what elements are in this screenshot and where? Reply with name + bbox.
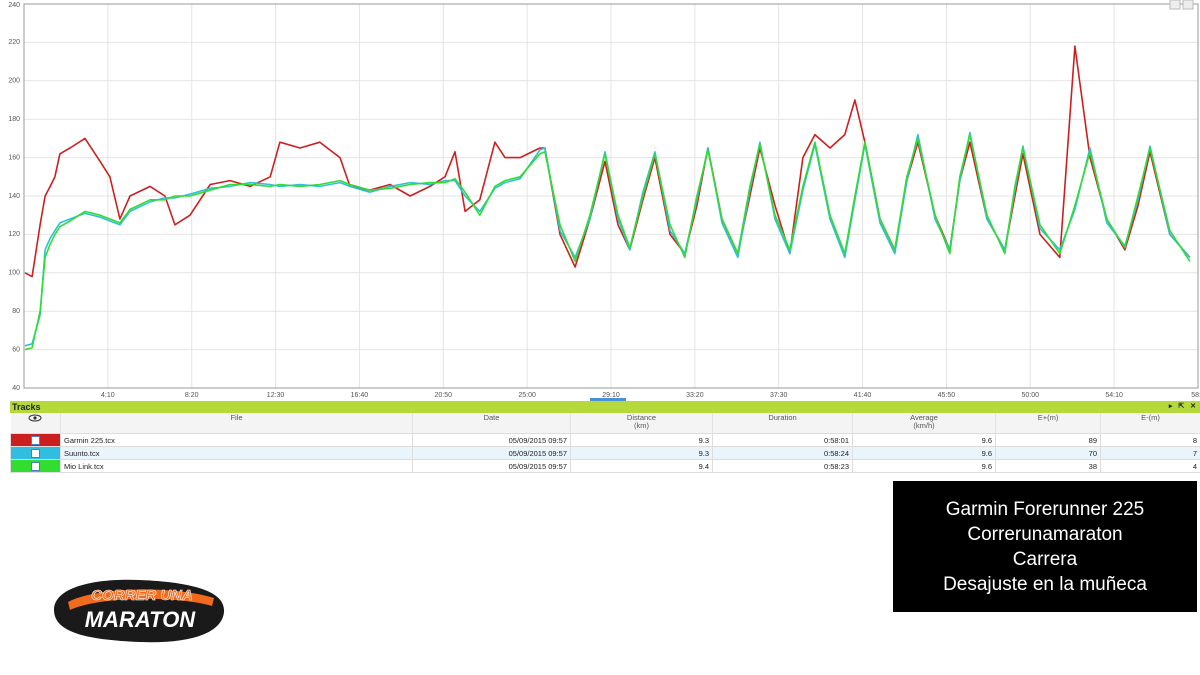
x-tick-label: 12:30 (267, 392, 285, 399)
y-tick-label: 240 (8, 2, 20, 9)
chart-background (0, 0, 1200, 401)
value-cell: 9.6 (852, 459, 996, 473)
series-line (24, 131, 1191, 347)
value-cell: 70 (995, 446, 1101, 460)
x-tick-label: 4:10 (101, 392, 115, 399)
x-tick-label: 25:00 (518, 392, 536, 399)
value-cell: 0:58:01 (712, 433, 853, 447)
y-tick-label: 100 (8, 270, 20, 277)
series-line (24, 133, 1191, 351)
column-header: Distance (km) (570, 413, 713, 434)
value-cell: 05/09/2015 09:57 (412, 446, 571, 460)
x-tick-label: 33:20 (686, 392, 704, 399)
tracks-panel: Tracks ▸ ⇱ ✕ File Date Distance (km) Duratio… (10, 401, 1200, 473)
x-tick-label: 29:10 (602, 392, 620, 399)
y-tick-label: 40 (12, 385, 20, 392)
track-checkbox[interactable] (31, 435, 40, 445)
chart: 40 60 80 100 120 140 160 180 200 220 240 4:10 8:20 12… (0, 0, 1200, 401)
column-header: E-(m) (1100, 413, 1200, 434)
value-cell: 0:58:23 (712, 459, 853, 473)
x-tick-label: 54:10 (1105, 392, 1123, 399)
column-header: Date (412, 413, 571, 434)
caption-box: Garmin Forerunner 225 Correrunamaraton Car… (893, 481, 1197, 612)
track-color[interactable] (10, 459, 61, 473)
value-cell: 4 (1100, 459, 1200, 473)
eye-header[interactable] (10, 413, 61, 434)
value-cell: 9.6 (852, 446, 996, 460)
series-line (24, 45, 1191, 278)
logo-line1: CORRER UNA (91, 587, 193, 604)
tracks-header: Tracks ▸ ⇱ ✕ (10, 401, 1200, 413)
x-tick-label: 45:50 (938, 392, 956, 399)
x-tick-label: 16:40 (351, 392, 369, 399)
y-tick-label: 220 (8, 39, 20, 46)
value-cell: 9.6 (852, 433, 996, 447)
caption-line: Carrera (1012, 548, 1078, 570)
y-tick-label: 80 (12, 308, 20, 315)
x-tick-label: 41:40 (854, 392, 872, 399)
logo: CORRER UNA MARATON (54, 579, 225, 643)
y-tick-label: 180 (8, 116, 20, 123)
x-tick-label: 58:2 (1191, 392, 1200, 399)
x-tick-label: 37:30 (770, 392, 788, 399)
track-row[interactable]: Garmin 225.tcx 05/09/2015 09:57 9.3 0:58:01… (10, 433, 1200, 447)
track-checkbox[interactable] (31, 461, 40, 471)
value-cell: 9.3 (570, 446, 713, 460)
scroll-thumb[interactable] (590, 398, 626, 401)
maximize-button[interactable] (1182, 0, 1194, 10)
value-cell: 7 (1100, 446, 1200, 460)
track-checkbox[interactable] (31, 448, 40, 458)
y-tick-label: 160 (8, 154, 20, 161)
track-color[interactable] (10, 446, 61, 460)
caption-line: Correrunamaraton (967, 523, 1123, 545)
value-cell: 9.4 (570, 459, 713, 473)
track-color[interactable] (10, 433, 61, 447)
value-cell: 05/09/2015 09:57 (412, 433, 571, 447)
tracks-title: Tracks (12, 402, 41, 412)
column-header: File (60, 413, 413, 434)
y-tick-label: 140 (8, 193, 20, 200)
tracks-table: File Date Distance (km) Duration Average (km… (10, 413, 1200, 473)
minimize-button[interactable] (1169, 0, 1181, 10)
caption-line: Garmin Forerunner 225 (945, 498, 1145, 520)
column-header: Duration (712, 413, 853, 434)
value-cell: 0:58:24 (712, 446, 853, 460)
value-cell: 8 (1100, 433, 1200, 447)
track-row[interactable]: Mio Link.tcx 05/09/2015 09:57 9.4 0:58:23 9.… (10, 459, 1200, 473)
file-cell: Garmin 225.tcx (60, 433, 413, 447)
panel-icons[interactable]: ▸ ⇱ ✕ (1168, 403, 1198, 410)
file-cell: Mio Link.tcx (60, 459, 413, 473)
column-header: E+(m) (995, 413, 1101, 434)
caption-line: Desajuste en la muñeca (943, 573, 1147, 595)
column-header: Average (km/h) (852, 413, 996, 434)
y-tick-label: 60 (12, 346, 20, 353)
file-cell: Suunto.tcx (60, 446, 413, 460)
value-cell: 89 (995, 433, 1101, 447)
value-cell: 38 (995, 459, 1101, 473)
y-tick-label: 120 (8, 231, 20, 238)
track-row[interactable]: Suunto.tcx 05/09/2015 09:57 9.3 0:58:24 9.6 7… (10, 446, 1200, 460)
value-cell: 9.3 (570, 433, 713, 447)
y-tick-label: 200 (8, 78, 20, 85)
x-tick-label: 20:50 (435, 392, 453, 399)
plot-frame (23, 3, 1199, 389)
x-tick-label: 50:00 (1022, 392, 1040, 399)
logo-stripe (68, 589, 214, 610)
value-cell: 05/09/2015 09:57 (412, 459, 571, 473)
logo-line2: MARATON (85, 607, 197, 632)
x-tick-label: 8:20 (185, 392, 199, 399)
